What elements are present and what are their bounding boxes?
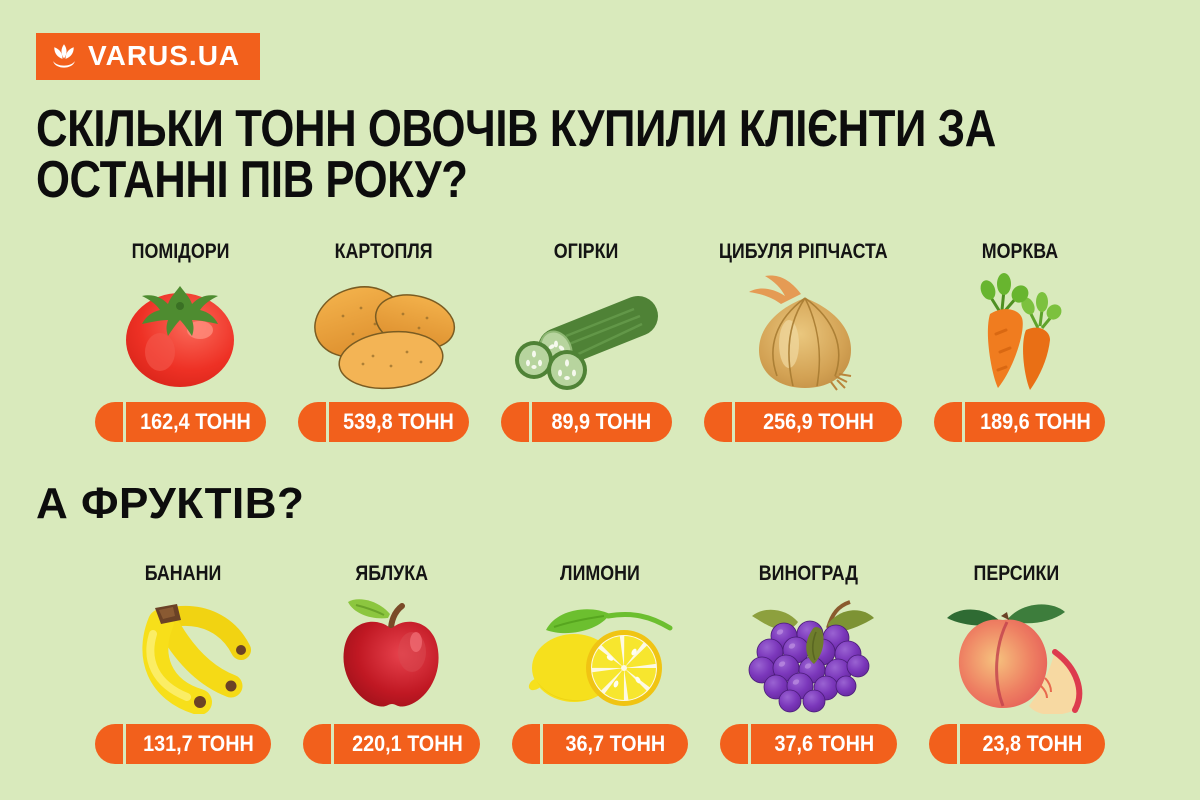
item-grapes: ВИНОГРАД [720,562,897,764]
pill-body: 189,6 ТОНН [965,402,1105,442]
pill-cap [934,402,963,442]
value-pill: 162,4 ТОНН [95,402,266,442]
cucumber-icon [506,272,666,392]
value-pill: 256,9 ТОНН [703,402,903,442]
value-pill: 220,1 ТОНН [303,724,480,764]
lemon-icon [520,594,680,714]
item-value: 220,1 ТОНН [351,731,463,756]
pill-cap [95,402,123,442]
item-carrot: МОРКВА [934,240,1105,442]
value-pill: 36,7 ТОНН [511,724,689,764]
item-value: 37,6 ТОНН [774,731,874,756]
peach-icon [937,594,1097,714]
varus-logo-badge: VARUS.UA [36,33,261,80]
pill-cap [511,724,540,764]
onion-icon [723,272,883,392]
item-label: КАРТОПЛЯ [334,240,433,263]
pill-body: 539,8 ТОНН [328,402,469,442]
vegetables-title-line1: СКІЛЬКИ ТОНН ОВОЧІВ КУПИЛИ КЛІЄНТИ ЗА [36,100,996,158]
pill-body: 37,6 ТОНН [751,724,897,764]
pill-body: 256,9 ТОНН [734,402,903,442]
fruits-title: А ФРУКТІВ? [36,479,305,528]
item-bananas: БАНАНИ 131,7 ТОНН [95,562,272,764]
item-lemon: ЛИМОНИ [511,562,689,764]
item-label: ОГІРКИ [553,240,619,263]
grapes-icon [728,594,888,714]
tomato-icon [100,272,260,392]
item-potatoes: КАРТОПЛЯ [297,240,469,442]
apple-icon [312,594,472,714]
pill-cap [95,724,123,764]
value-pill: 131,7 ТОНН [95,724,272,764]
item-value: 131,7 ТОНН [143,731,255,756]
item-tomato: ПОМІДОРИ 162,4 [95,240,266,442]
value-pill: 539,8 ТОНН [297,402,469,442]
pill-cap [928,724,957,764]
item-label: ВИНОГРАД [758,562,858,585]
item-value: 89,9 ТОНН [551,409,652,434]
value-pill: 189,6 ТОНН [934,402,1105,442]
item-label: ПОМІДОРИ [131,240,230,263]
item-value: 162,4 ТОНН [140,409,252,434]
item-onion: ЦИБУЛЯ РІПЧАСТА [703,240,903,442]
pill-body: 131,7 ТОНН [126,724,272,764]
vegetables-title: СКІЛЬКИ ТОНН ОВОЧІВ КУПИЛИ КЛІЄНТИ ЗА ОС… [36,100,996,209]
potatoes-icon [303,272,463,392]
value-pill: 23,8 ТОНН [928,724,1105,764]
item-value: 539,8 ТОНН [343,409,455,434]
value-pill: 89,9 ТОНН [500,402,672,442]
item-apple: ЯБЛУКА [303,562,480,764]
item-label: ЛИМОНИ [560,562,640,585]
vegetables-title-line2: ОСТАННІ ПІВ РОКУ? [36,151,468,209]
item-label: МОРКВА [981,240,1058,263]
item-value: 189,6 ТОНН [979,409,1091,434]
item-value: 23,8 ТОНН [982,731,1083,756]
item-label: ЦИБУЛЯ РІПЧАСТА [718,240,888,263]
pill-body: 36,7 ТОНН [542,724,689,764]
pill-cap [297,402,326,442]
varus-flower-icon [49,42,79,72]
item-label: ЯБЛУКА [355,562,428,585]
item-peach: ПЕРСИКИ [928,562,1105,764]
item-label: ПЕРСИКИ [973,562,1060,585]
pill-body: 220,1 ТОНН [334,724,480,764]
value-pill: 37,6 ТОНН [720,724,897,764]
pill-body: 23,8 ТОНН [959,724,1105,764]
bananas-icon [103,594,263,714]
item-value: 256,9 ТОНН [763,409,874,434]
pill-body: 162,4 ТОНН [126,402,266,442]
item-label: БАНАНИ [144,562,222,585]
carrot-icon [940,272,1100,392]
vegetables-row: ПОМІДОРИ 162,4 [95,240,1105,442]
fruits-row: БАНАНИ 131,7 ТОНН [95,562,1105,764]
pill-cap [720,724,749,764]
logo-text: VARUS.UA [88,39,241,71]
item-value: 36,7 ТОНН [565,731,666,756]
pill-cap [500,402,529,442]
pill-body: 89,9 ТОНН [531,402,672,442]
pill-cap [703,402,732,442]
item-cucumber: ОГІРКИ [500,240,672,442]
pill-cap [303,724,332,764]
